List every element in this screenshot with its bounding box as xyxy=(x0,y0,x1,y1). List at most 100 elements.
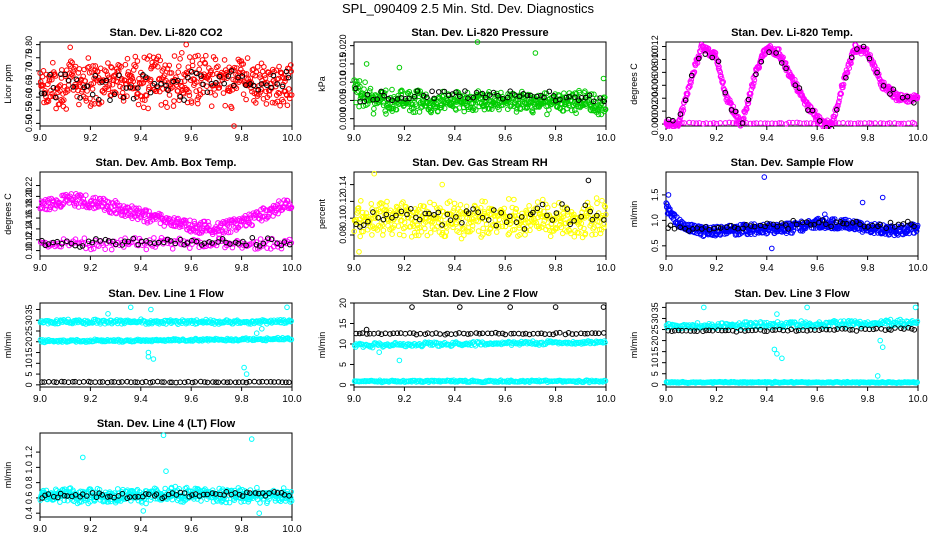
data-point xyxy=(171,104,176,109)
data-point xyxy=(595,201,600,206)
panel-title: Stan. Dev. Sample Flow xyxy=(731,157,854,169)
y-tick-label: 10 xyxy=(338,339,348,349)
plot-frame xyxy=(40,303,292,387)
data-point xyxy=(880,195,885,200)
data-point xyxy=(170,247,175,252)
y-tick-label: 0.012 xyxy=(650,35,660,58)
y-tick-label: 30 xyxy=(650,313,660,323)
data-point xyxy=(666,193,671,198)
data-point xyxy=(151,357,156,362)
x-tick-label: 9.8 xyxy=(235,394,249,405)
y-tick-label: 0 xyxy=(338,382,348,387)
y-tick-label: 20 xyxy=(650,336,660,346)
panel-title: Stan. Dev. Li-820 Temp. xyxy=(731,27,853,39)
y-tick-label: 15 xyxy=(338,318,348,328)
data-point xyxy=(672,226,677,231)
data-point xyxy=(540,202,545,207)
data-point xyxy=(204,53,209,58)
x-tick-label: 9.4 xyxy=(134,394,148,405)
data-point xyxy=(381,228,386,233)
x-tick-label: 9.0 xyxy=(33,133,47,144)
points-layer xyxy=(352,305,607,385)
series-all xyxy=(352,40,608,117)
data-point xyxy=(601,305,606,310)
series-all xyxy=(664,175,920,251)
data-point xyxy=(357,250,362,255)
data-point xyxy=(442,106,447,111)
data-point xyxy=(423,226,428,231)
data-point xyxy=(402,233,407,238)
data-point xyxy=(68,45,73,50)
x-tick-label: 9.0 xyxy=(659,263,673,274)
data-point xyxy=(397,358,402,363)
data-point xyxy=(141,105,146,110)
y-axis-label: percent xyxy=(317,198,327,229)
points-layer xyxy=(352,171,608,254)
data-point xyxy=(120,380,125,385)
data-point xyxy=(440,182,445,187)
data-point xyxy=(359,199,364,204)
data-point xyxy=(61,104,66,109)
panel-title: Stan. Dev. Li-820 CO2 xyxy=(110,27,223,39)
data-point xyxy=(103,247,108,252)
data-point xyxy=(108,98,113,103)
x-tick-label: 9.6 xyxy=(184,394,198,405)
data-point xyxy=(594,196,599,201)
x-tick-label: 10.0 xyxy=(596,394,616,405)
x-tick-label: 10.0 xyxy=(908,263,928,274)
data-point xyxy=(258,237,263,242)
y-tick-label: 25 xyxy=(24,326,34,336)
series-middle-band xyxy=(38,335,294,376)
data-point xyxy=(278,103,283,108)
data-point xyxy=(167,93,172,98)
data-point xyxy=(184,42,189,47)
panel-title: Stan. Dev. Line 1 Flow xyxy=(108,288,224,300)
data-point xyxy=(62,98,67,103)
data-point xyxy=(527,204,532,209)
panel-title: Stan. Dev. Line 3 Flow xyxy=(734,288,850,300)
data-point xyxy=(260,327,265,332)
x-tick-label: 10.0 xyxy=(282,263,302,274)
data-point xyxy=(165,105,170,110)
x-tick-label: 9.4 xyxy=(760,263,774,274)
x-tick-label: 9.8 xyxy=(235,133,249,144)
data-point xyxy=(247,379,252,384)
data-point xyxy=(476,229,481,234)
y-tick-label: 15 xyxy=(24,348,34,358)
data-point xyxy=(385,199,390,204)
series-subset xyxy=(666,44,916,131)
x-tick-label: 9.8 xyxy=(549,263,563,274)
x-tick-label: 9.2 xyxy=(83,394,97,405)
x-tick-label: 9.4 xyxy=(448,263,462,274)
y-tick-label: 0.10 xyxy=(338,209,348,227)
data-point xyxy=(372,106,377,111)
y-tick-label: 0.12 xyxy=(338,193,348,211)
data-point xyxy=(480,331,485,336)
data-point xyxy=(512,197,517,202)
y-axis-label: ml/min xyxy=(3,332,13,359)
data-point xyxy=(364,327,369,332)
data-point xyxy=(363,80,368,85)
data-point xyxy=(110,82,115,87)
data-point xyxy=(177,64,182,69)
x-tick-label: 9.4 xyxy=(134,263,148,274)
data-point xyxy=(377,350,382,355)
x-tick-label: 9.2 xyxy=(397,394,411,405)
x-tick-label: 9.8 xyxy=(861,133,875,144)
x-tick-label: 10.0 xyxy=(908,133,928,144)
data-point xyxy=(51,60,56,65)
panel-title: Stan. Dev. Gas Stream RH xyxy=(412,157,548,169)
panel-title: Stan. Dev. Amb. Box Temp. xyxy=(96,157,237,169)
y-axis-label: degrees C xyxy=(3,193,13,235)
series-baseline xyxy=(40,379,292,385)
data-point xyxy=(196,53,201,58)
x-tick-label: 9.6 xyxy=(810,263,824,274)
data-point xyxy=(762,175,767,180)
data-point xyxy=(358,234,363,239)
data-point xyxy=(481,226,486,231)
